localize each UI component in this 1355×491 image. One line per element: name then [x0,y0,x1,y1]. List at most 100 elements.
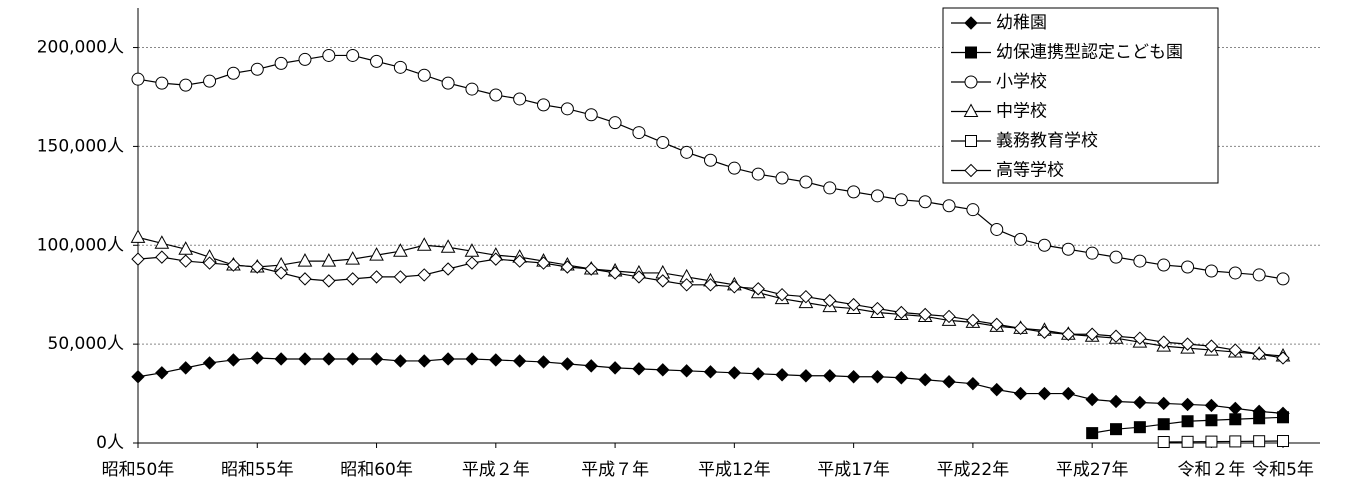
x-tick-label: 平成７年 [581,460,649,480]
data-point [1157,396,1171,411]
data-point [322,352,336,366]
data-point [775,171,789,185]
data-point [345,251,361,265]
legend-label: 中学校 [996,102,1047,122]
data-point [727,366,742,380]
y-tick-label: 200,000人 [37,38,124,58]
data-point [679,278,694,292]
data-point [656,274,670,288]
data-point [417,68,431,82]
data-point [560,357,575,371]
data-point [370,54,384,68]
legend-label: 小学校 [996,72,1047,92]
data-point [536,256,551,270]
data-point [1086,427,1099,440]
data-point [1061,242,1075,256]
data-point [274,56,288,70]
data-point [1228,266,1242,280]
data-point [489,252,503,266]
data-point [1013,321,1028,336]
data-point [154,235,170,249]
data-point [131,252,145,266]
data-point [584,359,598,373]
data-point [823,369,837,383]
data-point [894,305,909,320]
data-point [1013,386,1028,401]
data-point [297,253,313,267]
y-tick-label: 100,000人 [37,235,124,255]
data-point [1061,386,1076,401]
data-point [489,88,503,102]
data-point [1204,398,1219,413]
data-point [322,274,336,288]
data-point [560,260,575,274]
data-point [632,362,646,376]
data-point [751,167,765,181]
data-point [608,361,622,375]
data-point [1109,394,1123,409]
data-point [1085,392,1099,407]
data-point [918,307,932,322]
data-point [1228,343,1242,357]
data-point [131,370,145,384]
data-point [417,354,431,368]
data-point [608,266,622,280]
data-point [1133,254,1147,268]
data-point [155,76,169,90]
x-tick-label: 平成27年 [1056,460,1129,480]
data-point [1229,413,1242,426]
data-point [1109,250,1123,264]
data-point [894,193,908,207]
data-point [1276,272,1290,286]
data-point [440,239,456,253]
data-point [226,353,241,367]
data-point [1110,423,1123,436]
data-point [226,66,240,80]
x-tick-label: 昭和50年 [102,460,175,480]
data-point [155,366,169,380]
y-tick-label: 50,000人 [48,334,124,354]
data-point [250,62,264,76]
data-point [155,250,169,264]
data-point [1061,327,1076,341]
data-point [369,270,384,284]
y-tick-label: 0人 [96,433,124,453]
data-point [632,126,646,140]
data-point [274,266,288,280]
legend-marker [964,16,978,30]
data-point [464,243,480,257]
data-point [345,352,360,366]
data-point [130,229,146,243]
x-tick-label: 昭和60年 [340,460,413,480]
data-point [250,260,264,274]
data-point [1253,412,1266,425]
data-point [1157,335,1171,349]
data-point [131,72,145,86]
data-point [870,370,885,384]
data-point [846,370,861,384]
data-point [966,376,980,391]
data-point [393,270,408,284]
x-tick-label: 平成22年 [937,460,1010,480]
data-point [1133,395,1147,410]
data-point [656,363,670,377]
data-point [1014,232,1028,246]
data-point [1037,386,1052,401]
data-point [1133,331,1147,345]
data-point [346,48,360,62]
data-point [345,272,360,286]
data-point [250,351,264,365]
data-point [536,355,551,369]
data-point [512,354,527,368]
data-point [298,52,312,66]
data-point [1157,436,1170,449]
data-point [417,268,431,282]
data-point [846,297,861,312]
data-point [1181,435,1194,448]
data-point [393,243,408,257]
data-point [942,374,956,389]
data-point [799,289,813,304]
data-point [441,262,455,276]
